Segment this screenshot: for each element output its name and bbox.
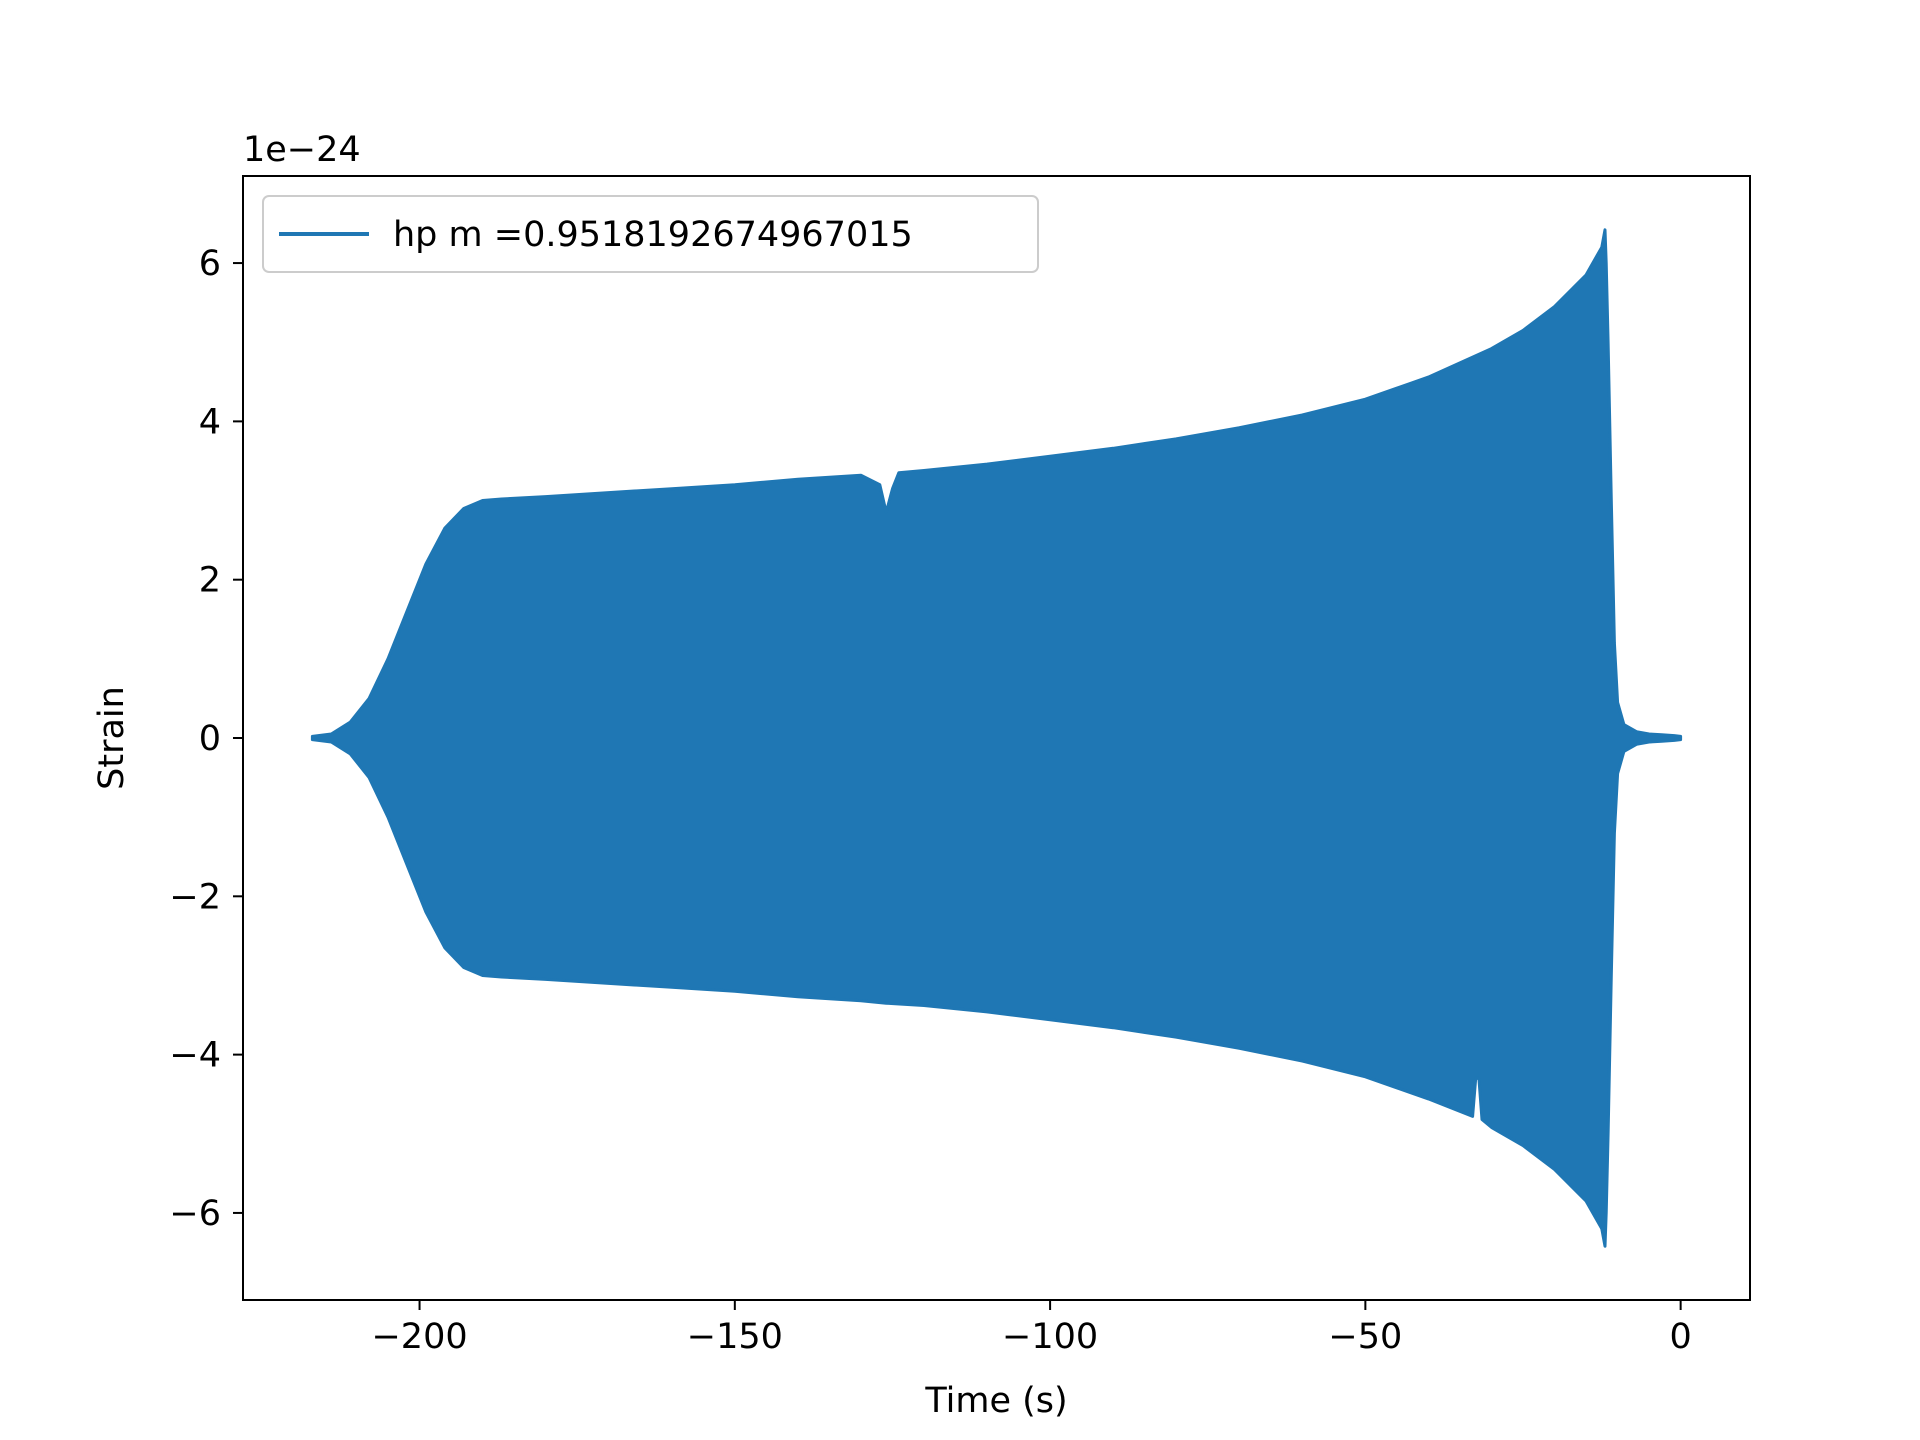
y-tick-label: −6 bbox=[169, 1194, 221, 1234]
y-tick-label: 2 bbox=[199, 561, 221, 601]
plot-area bbox=[310, 228, 1683, 1248]
legend-entry-hp: hp m =0.9518192674967015 bbox=[393, 215, 913, 255]
x-tick-label: −150 bbox=[687, 1317, 783, 1357]
y-offset-text: 1e−24 bbox=[243, 130, 361, 170]
y-axis: −6 −4 −2 0 2 4 6 bbox=[169, 244, 243, 1234]
x-axis-label: Time (s) bbox=[924, 1381, 1067, 1421]
y-tick-label: −2 bbox=[169, 877, 221, 917]
x-tick-label: −100 bbox=[1002, 1317, 1098, 1357]
legend-box bbox=[262, 195, 1039, 273]
x-tick-label: 0 bbox=[1669, 1317, 1691, 1357]
y-tick-label: 0 bbox=[199, 719, 221, 759]
y-tick-label: 4 bbox=[199, 402, 221, 442]
x-axis: −200 −150 −100 −50 0 bbox=[371, 1300, 1692, 1357]
series-hp-waveform bbox=[310, 228, 1683, 1248]
y-tick-label: −4 bbox=[169, 1036, 221, 1076]
x-tick-label: −200 bbox=[371, 1317, 467, 1357]
y-axis-label: Strain bbox=[92, 686, 132, 790]
y-tick-label: 6 bbox=[199, 244, 221, 284]
legend: hp m =0.9518192674967015 bbox=[262, 195, 1039, 273]
x-tick-label: −50 bbox=[1328, 1317, 1402, 1357]
